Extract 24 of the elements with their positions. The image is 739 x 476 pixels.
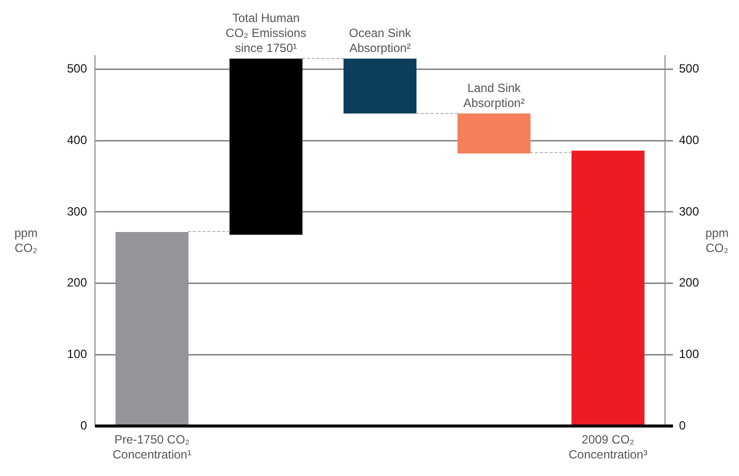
y-tick-label: 500 — [66, 62, 88, 76]
bar — [458, 114, 530, 154]
y2-tick-label: 200 — [679, 276, 700, 290]
y-tick-label: 0 — [80, 418, 88, 432]
x-tick-label: 2009 CO₂ Concentration³ — [568, 432, 648, 462]
y2-axis-title: ppm CO₂ — [705, 226, 729, 255]
bar — [344, 58, 416, 114]
bar — [116, 232, 188, 426]
y2-tick-label: 500 — [679, 62, 700, 76]
y-tick-label: 100 — [66, 346, 88, 361]
x-tick-label: Total Human CO₂ Emissions since 1750¹ — [226, 10, 306, 55]
y-tick-label: 200 — [66, 276, 88, 290]
x-tick-label: Land Sink Absorption² — [463, 80, 525, 110]
y2-tick-label: 300 — [679, 204, 700, 218]
y-tick-label: 400 — [66, 132, 88, 147]
y-tick-label: 300 — [66, 204, 88, 218]
x-tick-label: Pre-1750 CO₂ Concentration¹ — [112, 432, 192, 462]
bar — [572, 150, 644, 426]
x-tick-label: Ocean Sink Absorption² — [348, 26, 412, 55]
y-axis-title: ppm CO₂ — [14, 226, 38, 255]
y2-tick-label: 100 — [679, 346, 700, 361]
y2-tick-label: 400 — [679, 132, 700, 147]
y2-tick-label: 0 — [679, 418, 686, 432]
bar — [230, 58, 302, 235]
